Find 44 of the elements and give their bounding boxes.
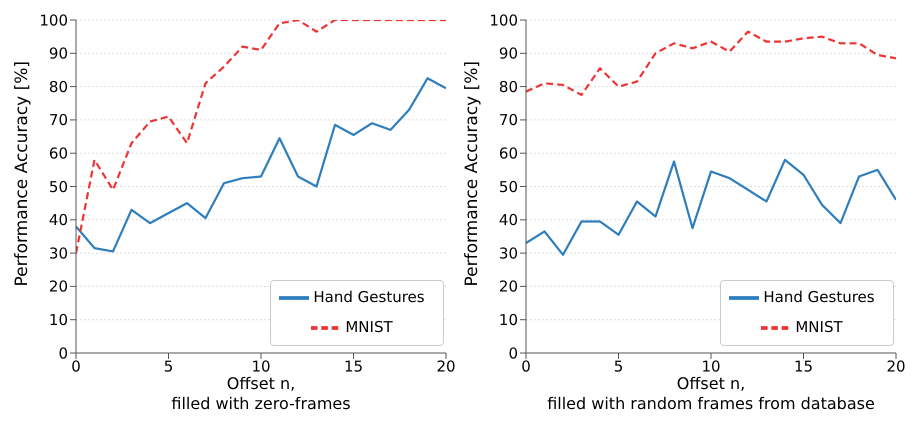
y-tick-label: 90: [48, 44, 68, 63]
y-tick-label: 60: [498, 144, 518, 163]
y-tick-label: 50: [498, 178, 518, 196]
line-series: [76, 20, 446, 254]
x-tick-label: 20: [886, 358, 906, 376]
y-tick-label: 50: [48, 178, 68, 196]
y-tick-label: 100: [39, 11, 68, 30]
y-tick-label: 30: [48, 244, 68, 262]
x-tick-label: 0: [521, 358, 531, 376]
y-tick-label: 80: [48, 78, 68, 96]
x-tick-label: 5: [614, 358, 624, 376]
y-axis-title: Performance Accuracy [%]: [462, 60, 482, 286]
x-tick-label: 15: [344, 358, 364, 376]
x-tick-label: 0: [71, 358, 81, 376]
y-tick-label: 10: [498, 311, 518, 330]
y-tick-label: 80: [498, 78, 518, 96]
x-tick-label: 20: [436, 358, 456, 376]
y-tick-label: 70: [498, 111, 518, 130]
x-axis-title: Offset n, filled with zero-frames: [171, 374, 351, 413]
y-tick-label: 40: [48, 211, 68, 230]
y-tick-label: 60: [48, 144, 68, 163]
y-axis-title: Performance Accuracy [%]: [12, 60, 32, 286]
legend-label: Hand Gestures: [763, 288, 875, 306]
y-tick-label: 0: [58, 344, 68, 362]
legend-label: MNIST: [345, 318, 393, 336]
y-tick-label: 0: [508, 344, 518, 362]
y-tick-label: 70: [48, 111, 68, 130]
x-tick-label: 10: [701, 358, 721, 376]
line-series: [76, 77, 446, 253]
y-tick-label: 20: [498, 278, 518, 296]
line-series: [526, 30, 896, 96]
y-tick-label: 100: [489, 11, 518, 30]
y-tick-label: 40: [498, 211, 518, 230]
y-tick-label: 10: [48, 311, 68, 330]
y-tick-label: 90: [498, 44, 518, 63]
x-axis-title: Offset n, filled with random frames from database: [547, 374, 875, 413]
legend-label: Hand Gestures: [313, 288, 425, 306]
y-tick-label: 20: [48, 278, 68, 296]
x-tick-label: 5: [164, 358, 174, 376]
x-tick-label: 15: [794, 358, 814, 376]
legend-label: MNIST: [795, 318, 843, 336]
x-tick-label: 10: [251, 358, 271, 376]
line-series: [526, 158, 896, 256]
y-tick-label: 30: [498, 244, 518, 262]
